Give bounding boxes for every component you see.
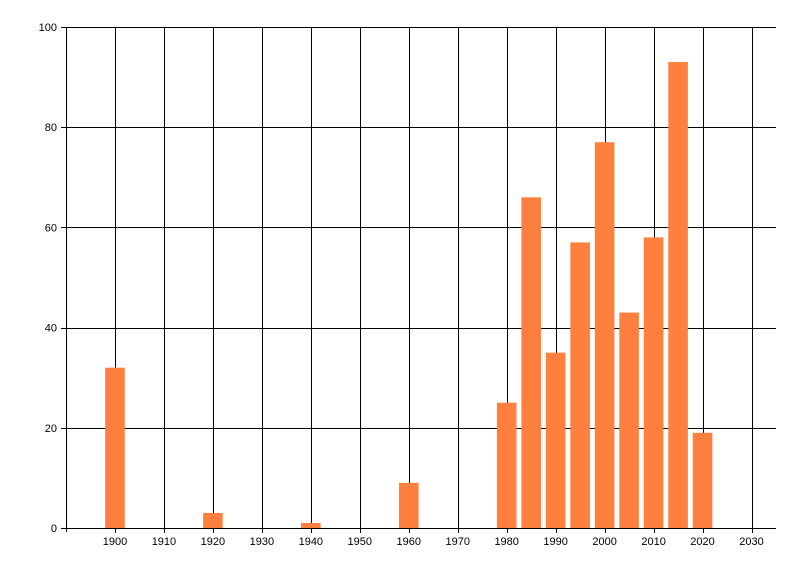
y-tick-label: 40 <box>45 323 57 335</box>
y-tick-label: 60 <box>45 222 57 234</box>
bar-layer <box>105 62 713 529</box>
tick-label-layer: 1900 1910 1920 1930 1940 1950 1960 1970 1980 1990… <box>39 22 764 548</box>
bar <box>643 237 664 529</box>
x-tick-label: 2010 <box>641 536 665 548</box>
x-tick-label: 1980 <box>494 536 518 548</box>
x-tick-label: 2000 <box>592 536 616 548</box>
bar <box>594 142 615 529</box>
axis-layer <box>61 27 776 533</box>
bar <box>570 242 590 528</box>
x-tick-label: 2030 <box>739 536 763 548</box>
y-tick-label: 0 <box>51 523 57 535</box>
x-tick-label: 1910 <box>152 536 176 548</box>
x-tick-label: 1960 <box>397 536 421 548</box>
bar <box>521 197 541 528</box>
x-tick-label: 1940 <box>299 536 323 548</box>
x-tick-label: 2020 <box>690 536 714 548</box>
grid-layer <box>66 27 776 529</box>
bar <box>398 482 419 528</box>
bar <box>619 312 639 528</box>
bar <box>105 367 125 528</box>
x-tick-label: 1930 <box>250 536 274 548</box>
x-tick-label: 1900 <box>103 536 127 548</box>
x-tick-label: 1920 <box>201 536 225 548</box>
x-tick-label: 1970 <box>445 536 469 548</box>
y-tick-label: 20 <box>45 423 57 435</box>
bar <box>545 352 566 528</box>
x-tick-label: 1950 <box>348 536 372 548</box>
y-tick-label: 100 <box>39 22 57 34</box>
bar <box>203 512 223 528</box>
y-tick-label: 80 <box>45 122 57 134</box>
x-tick-label: 1990 <box>543 536 567 548</box>
bar <box>496 402 517 528</box>
bar <box>668 62 688 528</box>
bar <box>301 522 321 528</box>
bar <box>692 432 713 528</box>
